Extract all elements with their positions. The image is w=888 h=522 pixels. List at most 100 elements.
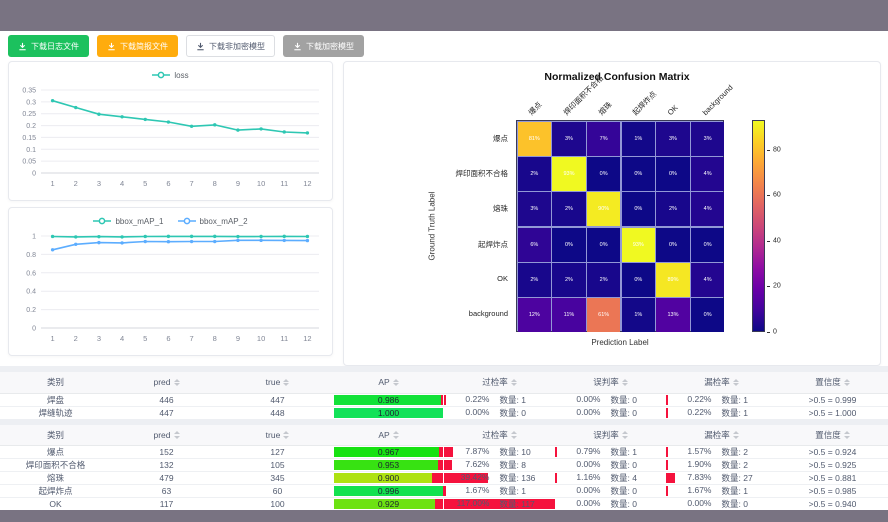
matrix-cell: 4% [690,192,725,227]
cell-category: 焊印面积不合格 [0,458,111,472]
download-encrypted-model-button[interactable]: 下载加密模型 [283,35,364,57]
column-header-误判率[interactable]: 误判率 [555,372,666,394]
column-header-过检率[interactable]: 过检率 [444,424,555,446]
sort-icon[interactable] [732,431,739,439]
matrix-cell-value: 3% [703,135,712,142]
matrix-cell: 12% [517,298,552,333]
column-header-pred[interactable]: pred [111,372,222,394]
matrix-cell-value: 2% [599,276,608,283]
rate-percent: 39.42% [460,472,490,482]
download-icon [108,42,115,50]
column-header-漏检率[interactable]: 漏检率 [666,424,777,446]
rate-percent: 117.00% [456,498,490,508]
colorbar-tick [767,240,770,242]
sort-icon[interactable] [283,431,290,439]
legend-item-loss[interactable]: loss [152,71,189,80]
column-header-inner: AP [378,430,399,440]
matrix-cell: 7% [586,121,621,156]
sort-asc-icon [621,431,628,434]
rate-percent: 1.67% [687,485,712,495]
rate-bar [666,473,675,483]
ap-bar [334,394,443,405]
colorbar-tick-label: 60 [773,191,781,199]
sort-icon[interactable] [392,431,399,439]
svg-text:5: 5 [143,179,147,188]
download-log-button[interactable]: 下载日志文件 [8,35,89,57]
column-header-漏检率[interactable]: 漏检率 [666,372,777,394]
column-header-pred[interactable]: pred [111,424,222,446]
matrix-cell-value: 0% [634,170,643,177]
table-row: 焊印面积不合格 132 105 0.953 7.62% 数量: 8 0.00% 数量: 0 1.… [0,458,888,472]
colorbar [752,120,765,332]
legend-item-bbox_mAP_2[interactable]: bbox_mAP_2 [177,217,248,226]
column-header-label: 类别 [46,429,64,440]
sort-icon[interactable] [173,378,180,386]
sort-asc-icon [510,431,517,434]
column-header-误判率[interactable]: 误判率 [555,424,666,446]
matrix-cell: 1% [621,298,656,333]
cell-pred: 152 [111,445,222,459]
rate-count: 数量: 27 [721,473,753,483]
table-row: 熔珠 479 345 0.900 39.42% 数量: 136 1.16% 数量: 4 7.83… [0,471,888,485]
cell-confidence: >0.5 = 1.000 [777,405,888,419]
sort-icon[interactable] [283,378,290,386]
sort-icon[interactable] [510,378,517,386]
sort-icon[interactable] [843,378,850,386]
sort-icon[interactable] [843,431,850,439]
rate-text: 39.42% 数量: 136 [444,472,555,484]
svg-text:4: 4 [120,179,124,188]
matrix-cell-value: 3% [530,206,539,213]
rate-percent: 1.57% [687,446,712,456]
column-header-置信度[interactable]: 置信度 [777,424,888,446]
cell-miss-rate: 7.83% 数量: 27 [666,471,777,485]
rate-count: 数量: 1 [721,486,748,496]
confusion-matrix-title: Normalized Confusion Matrix [544,71,690,83]
summary-metrics-table: 类别 pred true AP 过检率 误判率 漏检率 置信度 焊盘 446 447 0.986 0.2… [0,372,888,419]
matrix-cell-value: 4% [703,170,712,177]
sort-asc-icon [732,431,739,434]
column-header-AP[interactable]: AP [333,424,444,446]
cell-pred: 132 [111,458,222,472]
column-header-label: 置信度 [815,377,841,388]
rate-count: 数量: 1 [499,394,526,405]
column-header-inner: 过检率 [482,376,517,388]
matrix-cell-value: 12% [528,312,540,319]
matrix-cell-value: 0% [669,241,677,248]
rate-percent: 7.62% [465,459,490,469]
sort-icon[interactable] [621,431,628,439]
column-header-置信度[interactable]: 置信度 [777,372,888,394]
rate-count: 数量: 0 [499,407,526,418]
sort-icon[interactable] [621,378,628,386]
sort-asc-icon [283,431,290,434]
colorbar-tick [767,195,770,197]
matrix-cell: 0% [656,227,690,262]
rate-count: 数量: 1 [721,394,748,405]
section-divider [0,366,888,372]
sort-icon[interactable] [173,431,180,439]
column-header-true[interactable]: true [222,372,333,394]
column-header-过检率[interactable]: 过检率 [444,372,555,394]
matrix-cell-value: 89% [667,276,679,283]
matrix-cell: 0% [586,227,621,262]
rate-text: 0.79% 数量: 1 [555,446,666,458]
legend-item-bbox_mAP_1[interactable]: bbox_mAP_1 [93,217,164,226]
colorbar-tick [767,332,770,333]
sort-icon[interactable] [732,378,739,386]
cell-category: 爆点 [0,445,111,459]
rate-text: 7.62% 数量: 8 [444,459,555,471]
matrix-cell: 2% [552,262,586,298]
ap-bar-remainder [441,394,443,405]
svg-text:5: 5 [143,334,147,343]
matrix-cell: 2% [517,262,552,298]
download-report-button[interactable]: 下载简报文件 [97,35,178,57]
column-header-true[interactable]: true [222,424,333,446]
line-series-marker-icon [152,71,171,79]
sort-icon[interactable] [392,378,399,386]
sort-icon[interactable] [510,431,517,439]
column-header-AP[interactable]: AP [333,372,444,394]
svg-text:1: 1 [32,234,36,241]
rate-text: 7.83% 数量: 27 [666,472,777,484]
download-unencrypted-model-button[interactable]: 下载非加密模型 [186,35,275,57]
matrix-cell-value: 1% [634,135,643,142]
matrix-cell: 0% [690,298,725,333]
